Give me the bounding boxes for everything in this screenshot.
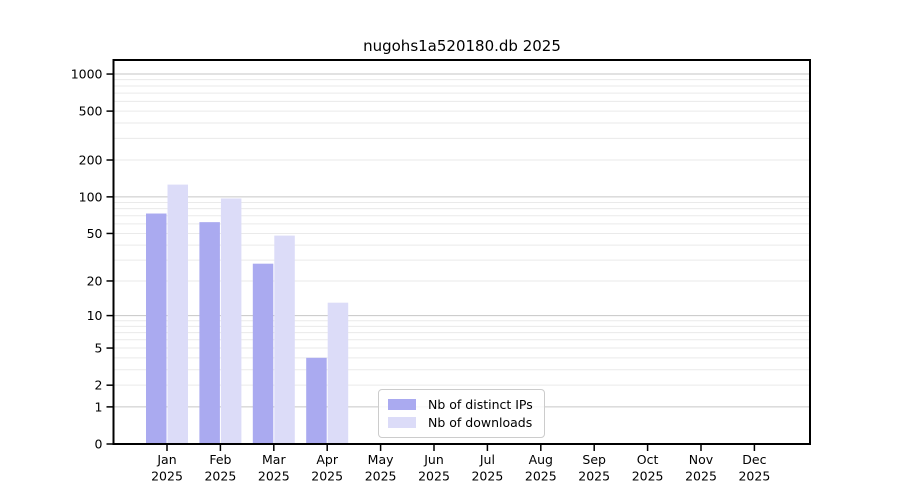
- bar-distinct-ips: [252, 263, 274, 443]
- x-tick-label-month: Nov: [689, 452, 714, 467]
- bar-downloads: [167, 184, 188, 443]
- y-tick-label: 1: [95, 399, 103, 414]
- x-tick-label-month: Jan: [156, 452, 176, 467]
- x-tick-label-year: 2025: [578, 469, 610, 484]
- x-tick-label-year: 2025: [418, 469, 450, 484]
- x-tick-label-year: 2025: [738, 469, 770, 484]
- bar-downloads: [274, 235, 295, 443]
- legend-swatch-downloads: [388, 417, 416, 429]
- y-tick-label: 500: [79, 104, 103, 119]
- x-tick-label-year: 2025: [632, 469, 664, 484]
- x-tick-label-month: May: [368, 452, 394, 467]
- y-tick-label: 10: [87, 308, 103, 323]
- x-tick-label-year: 2025: [311, 469, 343, 484]
- y-tick-label: 20: [87, 273, 103, 288]
- bar-downloads: [327, 302, 349, 443]
- x-tick-label-year: 2025: [151, 469, 183, 484]
- legend-item-distinct-ips: Nb of distinct IPs: [388, 397, 535, 412]
- x-tick-label-month: Aug: [529, 452, 553, 467]
- x-tick-label-year: 2025: [471, 469, 503, 484]
- x-tick-label-month: Mar: [262, 452, 286, 467]
- bar-downloads: [220, 198, 242, 443]
- x-tick-label-month: Dec: [742, 452, 766, 467]
- x-tick-label-year: 2025: [258, 469, 290, 484]
- x-tick-label-month: Oct: [637, 452, 659, 467]
- legend-label-distinct-ips: Nb of distinct IPs: [428, 396, 533, 412]
- bar-distinct-ips: [146, 213, 167, 443]
- y-tick-label: 5: [95, 341, 103, 356]
- x-tick-label-year: 2025: [525, 469, 557, 484]
- x-tick-label-year: 2025: [365, 469, 397, 484]
- x-tick-label-year: 2025: [204, 469, 236, 484]
- x-tick-label-month: Feb: [209, 452, 231, 467]
- legend-item-downloads: Nb of downloads: [388, 415, 535, 430]
- legend-swatch-distinct-ips: [388, 398, 416, 410]
- x-tick-label-month: Jun: [423, 452, 444, 467]
- x-tick-label-year: 2025: [685, 469, 717, 484]
- x-tick-label-month: Jul: [479, 452, 495, 467]
- chart-title: nugohs1a520180.db 2025: [363, 37, 561, 55]
- y-tick-label: 100: [79, 189, 103, 204]
- legend: Nb of distinct IPs Nb of downloads: [378, 389, 545, 438]
- bar-distinct-ips: [199, 222, 220, 443]
- y-tick-label: 0: [95, 437, 103, 452]
- x-tick-label-month: Sep: [582, 452, 606, 467]
- plot-border: [112, 59, 811, 445]
- legend-label-downloads: Nb of downloads: [428, 415, 533, 431]
- y-tick-label: 50: [87, 226, 103, 241]
- y-tick-label: 200: [79, 153, 103, 168]
- bar-distinct-ips: [306, 357, 327, 443]
- y-tick-label: 2: [95, 378, 103, 393]
- x-tick-label-month: Apr: [316, 452, 338, 467]
- y-tick-label: 1000: [71, 67, 103, 82]
